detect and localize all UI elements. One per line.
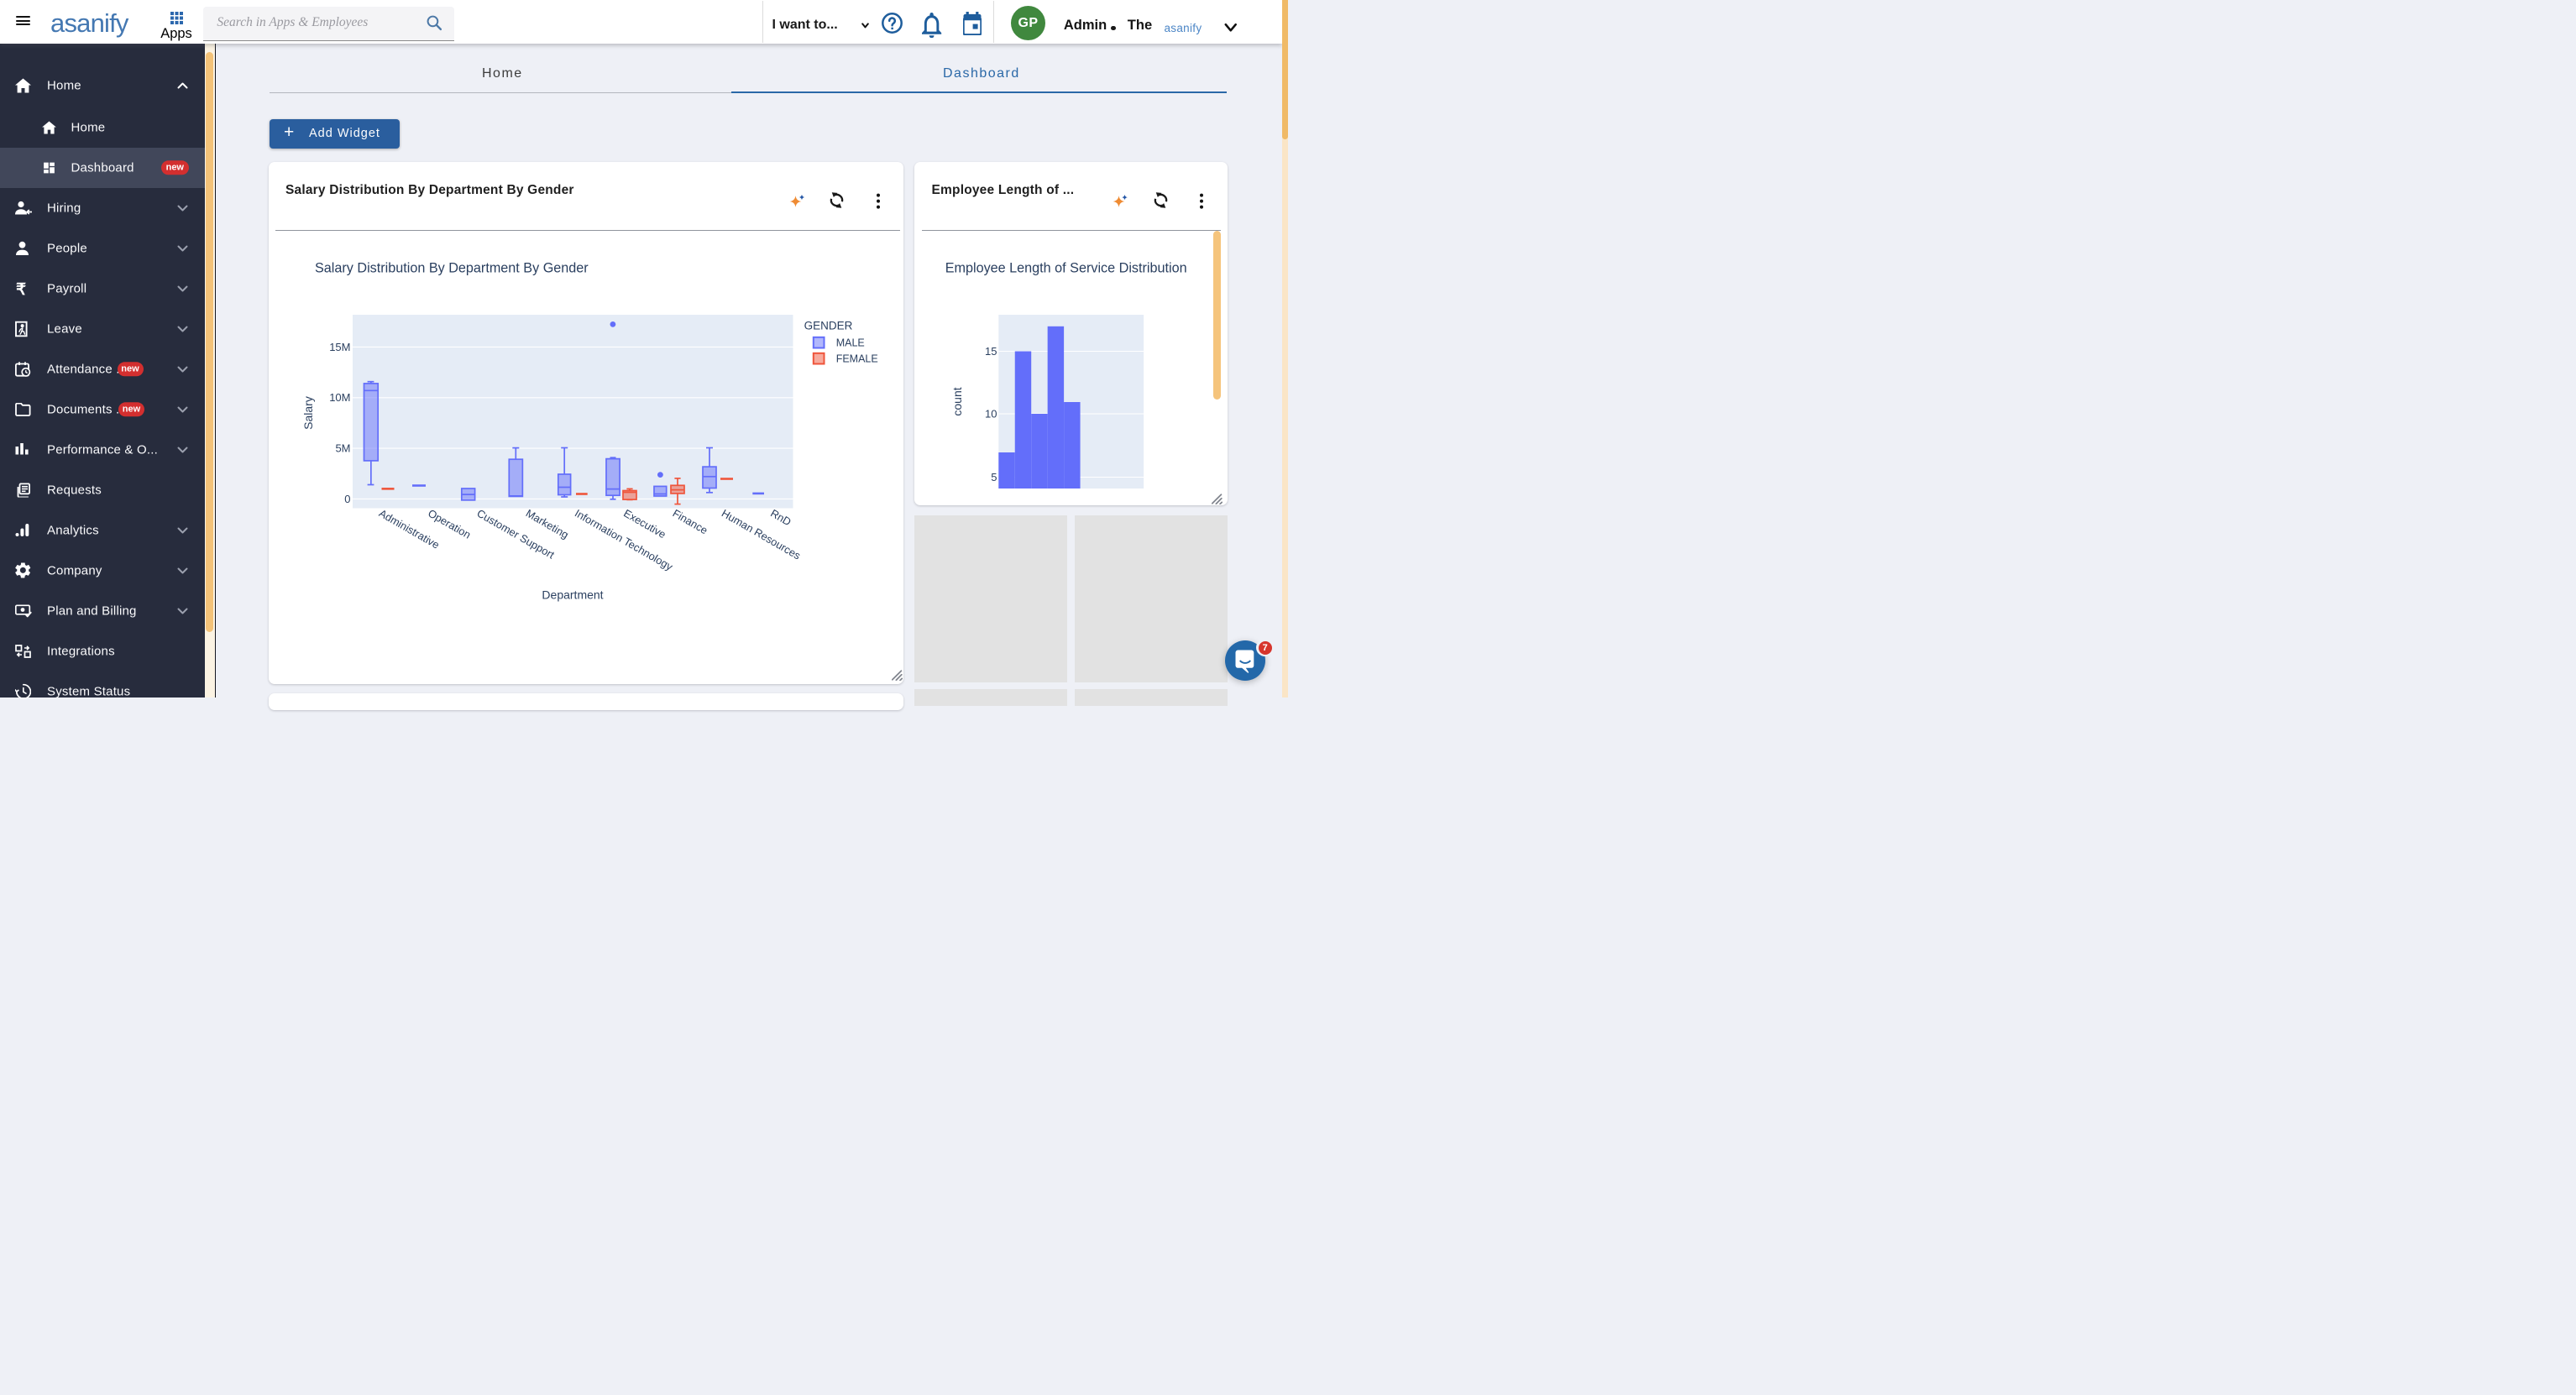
svg-text:10M: 10M [329, 391, 350, 404]
svg-text:GENDER: GENDER [804, 320, 853, 332]
svg-text:RnD: RnD [768, 507, 793, 529]
svg-text:0: 0 [344, 493, 350, 505]
svg-text:Finance: Finance [671, 507, 710, 537]
svg-text:15M: 15M [329, 341, 350, 353]
svg-text:5: 5 [991, 471, 997, 483]
svg-text:5M: 5M [335, 442, 350, 455]
svg-text:MALE: MALE [836, 337, 865, 348]
svg-text:count: count [950, 387, 964, 415]
svg-text:Department: Department [542, 588, 603, 602]
svg-text:Employee Length of Service Dis: Employee Length of Service Distribution [945, 261, 1186, 276]
svg-text:Salary Distribution By Departm: Salary Distribution By Department By Gen… [315, 261, 589, 276]
svg-text:FEMALE: FEMALE [836, 353, 878, 364]
svg-text:₹: ₹ [15, 281, 25, 297]
svg-text:Salary: Salary [301, 396, 315, 430]
svg-text:15: 15 [985, 345, 997, 358]
svg-text:10: 10 [985, 407, 997, 420]
